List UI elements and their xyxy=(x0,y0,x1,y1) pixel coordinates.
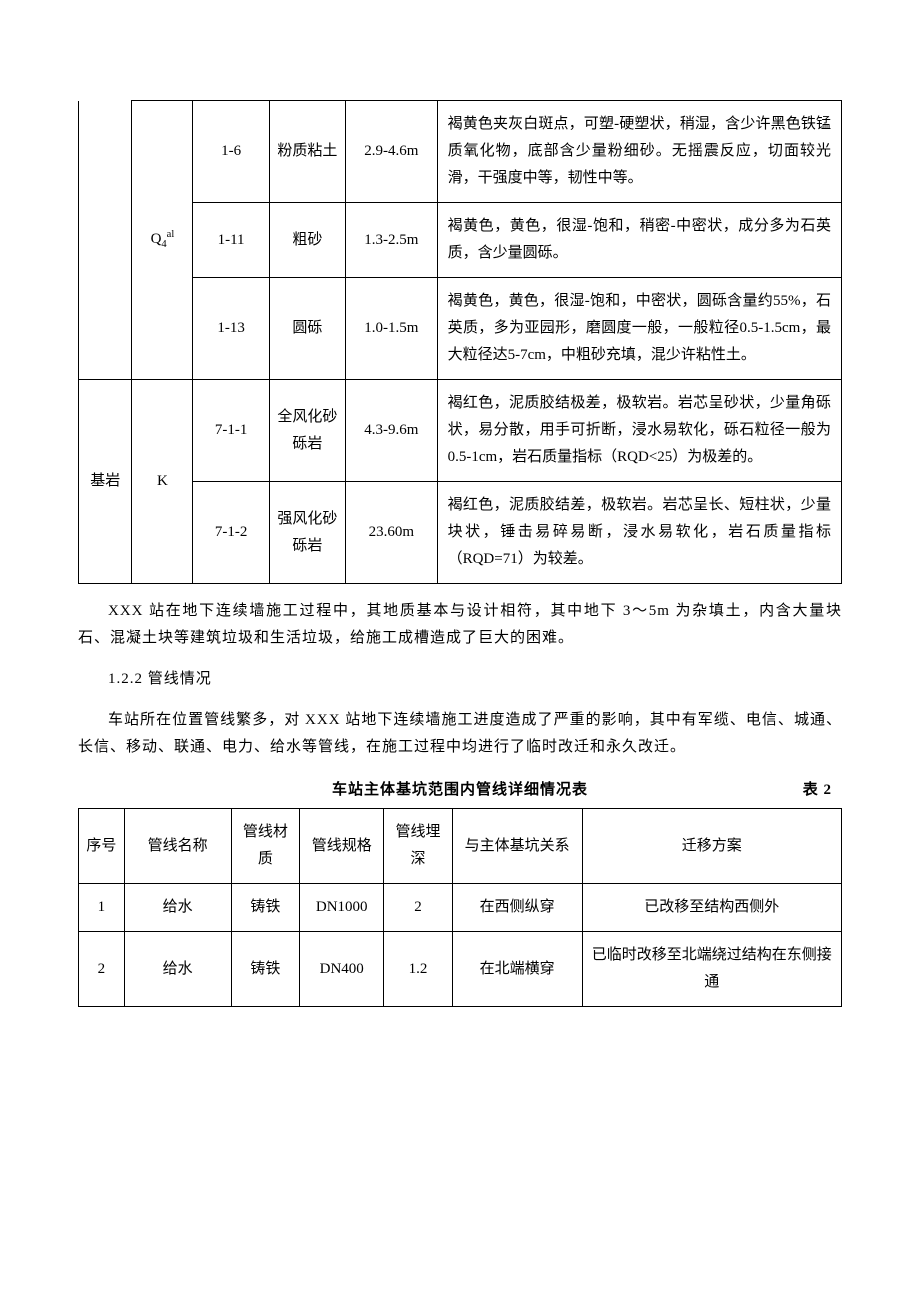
geology-desc-cell: 褐红色，泥质胶结差，极软岩。岩芯呈长、短柱状，少量块状，锤击易碎易断，浸水易软化… xyxy=(437,482,841,584)
table-row: 1-11 粗砂 1.3-2.5m 褐黄色，黄色，很湿-饱和，稍密-中密状，成分多… xyxy=(79,203,842,278)
td-spec: DN400 xyxy=(300,932,384,1007)
geology-code-cell: 1-11 xyxy=(193,203,269,278)
geology-thickness-cell: 23.60m xyxy=(346,482,438,584)
td-material: 铸铁 xyxy=(231,884,300,932)
geology-desc-cell: 褐黄色，黄色，很湿-饱和，稍密-中密状，成分多为石英质，含少量圆砾。 xyxy=(437,203,841,278)
td-index: 2 xyxy=(79,932,125,1007)
geology-stratum-cell: Q4al xyxy=(132,101,193,380)
geology-thickness-cell: 2.9-4.6m xyxy=(346,101,438,203)
td-name: 给水 xyxy=(124,932,231,1007)
table-header-row: 序号 管线名称 管线材质 管线规格 管线埋深 与主体基坑关系 迁移方案 xyxy=(79,809,842,884)
td-index: 1 xyxy=(79,884,125,932)
td-plan: 已改移至结构西侧外 xyxy=(582,884,841,932)
geology-code-cell: 7-1-1 xyxy=(193,380,269,482)
td-plan: 已临时改移至北端绕过结构在东侧接通 xyxy=(582,932,841,1007)
geology-table: Q4al 1-6 粉质粘土 2.9-4.6m 褐黄色夹灰白斑点，可塑-硬塑状，稍… xyxy=(78,100,842,584)
section-heading: 1.2.2 管线情况 xyxy=(78,666,842,693)
table-row: 基岩 K 7-1-1 全风化砂砾岩 4.3-9.6m 褐红色，泥质胶结极差，极软… xyxy=(79,380,842,482)
geology-layer-cell xyxy=(79,101,132,380)
th-relation: 与主体基坑关系 xyxy=(452,809,582,884)
th-spec: 管线规格 xyxy=(300,809,384,884)
table-row: 1-13 圆砾 1.0-1.5m 褐黄色，黄色，很湿-饱和，中密状，圆砾含量约5… xyxy=(79,278,842,380)
td-depth: 2 xyxy=(384,884,453,932)
geology-desc-cell: 褐黄色夹灰白斑点，可塑-硬塑状，稍湿，含少许黑色铁锰质氧化物，底部含少量粉细砂。… xyxy=(437,101,841,203)
th-depth: 管线埋深 xyxy=(384,809,453,884)
table-row: 1 给水 铸铁 DN1000 2 在西侧纵穿 已改移至结构西侧外 xyxy=(79,884,842,932)
geology-name-cell: 强风化砂砾岩 xyxy=(269,482,345,584)
geology-name-cell: 粗砂 xyxy=(269,203,345,278)
geology-code-cell: 7-1-2 xyxy=(193,482,269,584)
body-paragraph: 车站所在位置管线繁多，对 XXX 站地下连续墙施工进度造成了严重的影响，其中有军… xyxy=(78,707,842,761)
td-depth: 1.2 xyxy=(384,932,453,1007)
geology-name-cell: 圆砾 xyxy=(269,278,345,380)
td-spec: DN1000 xyxy=(300,884,384,932)
geology-stratum-cell: K xyxy=(132,380,193,584)
geology-desc-cell: 褐红色，泥质胶结极差，极软岩。岩芯呈砂状，少量角砾状，易分散，用手可折断，浸水易… xyxy=(437,380,841,482)
th-material: 管线材质 xyxy=(231,809,300,884)
td-relation: 在北端横穿 xyxy=(452,932,582,1007)
geology-name-cell: 粉质粘土 xyxy=(269,101,345,203)
table-row: Q4al 1-6 粉质粘土 2.9-4.6m 褐黄色夹灰白斑点，可塑-硬塑状，稍… xyxy=(79,101,842,203)
table-row: 2 给水 铸铁 DN400 1.2 在北端横穿 已临时改移至北端绕过结构在东侧接… xyxy=(79,932,842,1007)
stratum-label: Q4al xyxy=(151,231,175,247)
table-row: 7-1-2 强风化砂砾岩 23.60m 褐红色，泥质胶结差，极软岩。岩芯呈长、短… xyxy=(79,482,842,584)
geology-desc-cell: 褐黄色，黄色，很湿-饱和，中密状，圆砾含量约55%，石英质，多为亚园形，磨圆度一… xyxy=(437,278,841,380)
table2-title-left xyxy=(78,777,307,804)
geology-thickness-cell: 1.3-2.5m xyxy=(346,203,438,278)
geology-thickness-cell: 1.0-1.5m xyxy=(346,278,438,380)
body-paragraph: XXX 站在地下连续墙施工过程中，其地质基本与设计相符，其中地下 3～5m 为杂… xyxy=(78,598,842,652)
table2-number: 表 2 xyxy=(613,777,842,804)
geology-name-cell: 全风化砂砾岩 xyxy=(269,380,345,482)
geology-layer-cell: 基岩 xyxy=(79,380,132,584)
geology-thickness-cell: 4.3-9.6m xyxy=(346,380,438,482)
th-plan: 迁移方案 xyxy=(582,809,841,884)
th-index: 序号 xyxy=(79,809,125,884)
geology-code-cell: 1-13 xyxy=(193,278,269,380)
geology-code-cell: 1-6 xyxy=(193,101,269,203)
td-material: 铸铁 xyxy=(231,932,300,1007)
td-name: 给水 xyxy=(124,884,231,932)
table2-title: 车站主体基坑范围内管线详细情况表 xyxy=(307,777,613,804)
pipeline-table: 序号 管线名称 管线材质 管线规格 管线埋深 与主体基坑关系 迁移方案 1 给水… xyxy=(78,808,842,1007)
th-name: 管线名称 xyxy=(124,809,231,884)
table2-title-row: 车站主体基坑范围内管线详细情况表 表 2 xyxy=(78,777,842,804)
td-relation: 在西侧纵穿 xyxy=(452,884,582,932)
